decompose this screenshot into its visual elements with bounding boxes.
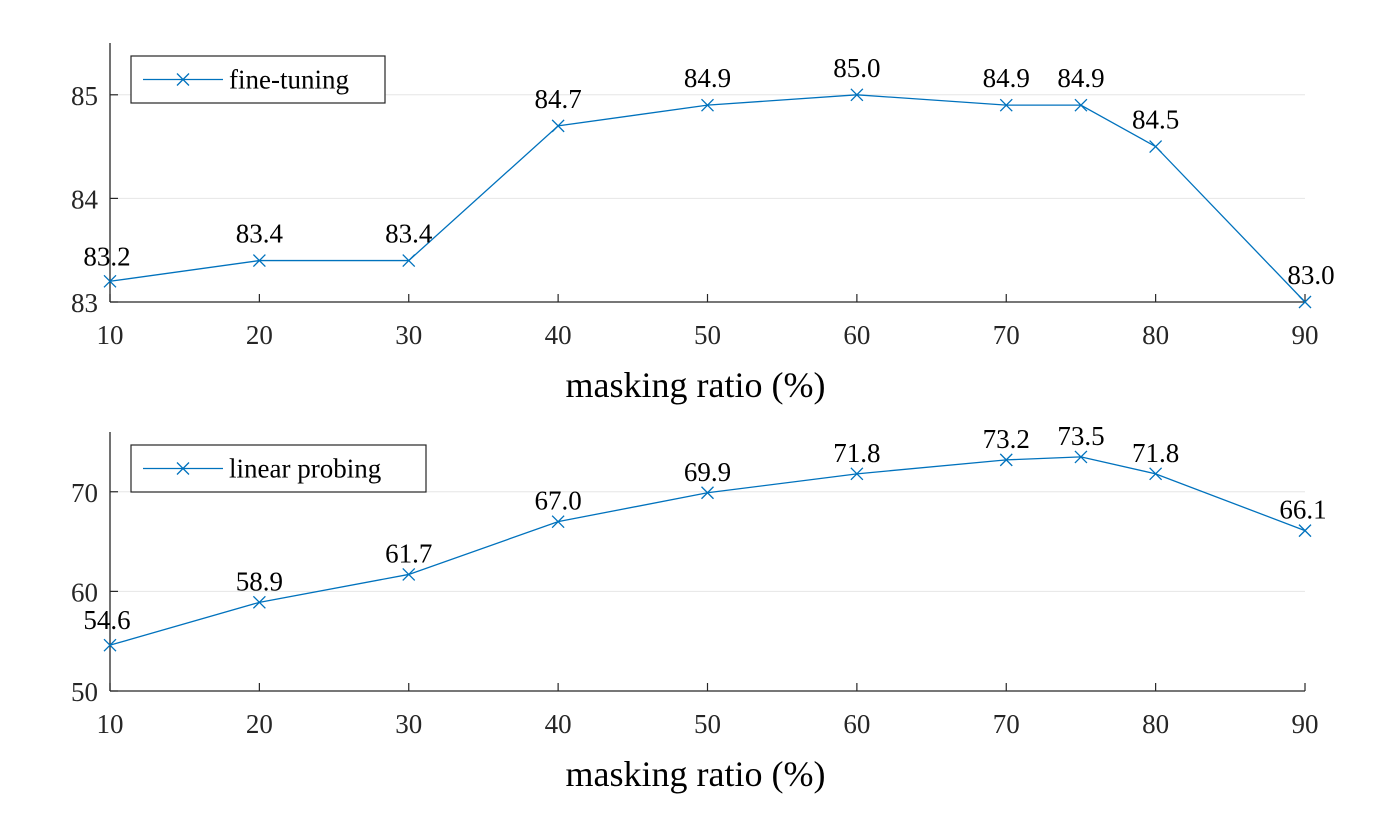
legend-label: fine-tuning — [229, 65, 349, 95]
data-label: 84.7 — [535, 84, 582, 114]
data-point-marker — [1298, 295, 1312, 309]
y-tick-label: 83 — [71, 288, 98, 318]
data-label: 61.7 — [385, 538, 432, 568]
x-tick-label: 30 — [395, 320, 422, 350]
y-tick-labels: 83 84 85 — [71, 81, 99, 318]
data-label: 83.0 — [1287, 260, 1334, 290]
data-label: 58.9 — [236, 566, 283, 596]
series-line — [109, 456, 1306, 646]
data-point-marker — [402, 567, 416, 581]
x-axis-title: masking ratio (%) — [566, 754, 826, 794]
x-tick-label: 90 — [1292, 320, 1319, 350]
data-point-marker — [103, 638, 117, 652]
data-point-marker — [252, 595, 266, 609]
x-tick-label: 80 — [1142, 320, 1169, 350]
data-label: 84.9 — [983, 63, 1030, 93]
data-label: 83.4 — [236, 219, 284, 249]
fine-tuning-chart: 10 20 30 40 50 60 70 80 90 83 84 85 83.2 83.4 83.4 84… — [71, 43, 1335, 405]
data-label: 83.4 — [385, 219, 433, 249]
x-axis-title: masking ratio (%) — [566, 365, 826, 405]
series — [103, 88, 1312, 309]
data-label: 84.9 — [684, 63, 731, 93]
data-point-marker — [551, 515, 565, 529]
y-tick-label: 84 — [71, 184, 99, 214]
data-point-marker — [1074, 450, 1088, 464]
data-point-marker — [850, 88, 864, 102]
data-point-marker — [701, 486, 714, 500]
axes — [109, 432, 1306, 692]
axes — [109, 43, 1306, 303]
data-label: 73.5 — [1057, 421, 1104, 451]
data-label: 84.9 — [1057, 63, 1104, 93]
x-tick-label: 10 — [97, 320, 124, 350]
data-labels: 54.6 58.9 61.7 67.0 69.9 71.8 73.2 73.5 71.8 66.1 — [83, 421, 1326, 635]
y-tick-label: 85 — [71, 81, 98, 111]
x-tick-label: 40 — [545, 320, 572, 350]
data-label: 54.6 — [83, 605, 130, 635]
data-label: 69.9 — [684, 457, 731, 487]
data-point-marker — [252, 254, 266, 268]
data-label: 67.0 — [535, 486, 582, 516]
legend: fine-tuning — [130, 55, 386, 104]
y-tick-labels: 50 60 70 — [71, 478, 98, 707]
data-point-marker — [1074, 98, 1088, 112]
x-tick-labels: 10 20 30 40 50 60 70 80 90 — [97, 709, 1319, 739]
data-point-marker — [551, 119, 565, 133]
x-tick-label: 10 — [97, 709, 124, 739]
data-label: 71.8 — [1132, 438, 1179, 468]
data-label: 84.5 — [1132, 105, 1179, 135]
data-point-marker — [103, 274, 117, 288]
x-tick-label: 90 — [1292, 709, 1319, 739]
data-point-marker — [1149, 140, 1163, 154]
y-tick-label: 50 — [71, 677, 98, 707]
linear-probing-chart: 10 20 30 40 50 60 70 80 90 50 60 70 54.6 58.9 61.7 67… — [71, 421, 1327, 794]
data-label: 73.2 — [983, 424, 1030, 454]
legend-label: linear probing — [229, 454, 381, 484]
data-label: 66.1 — [1279, 495, 1326, 525]
x-tick-label: 30 — [395, 709, 422, 739]
series — [103, 450, 1312, 652]
x-tick-label: 80 — [1142, 709, 1169, 739]
data-label: 83.2 — [83, 241, 130, 271]
x-tick-label: 70 — [993, 709, 1020, 739]
legend-marker-icon — [176, 73, 190, 86]
data-point-marker — [1149, 467, 1163, 481]
y-tick-label: 70 — [71, 478, 98, 508]
x-tick-labels: 10 20 30 40 50 60 70 80 90 — [97, 320, 1319, 350]
data-label: 71.8 — [833, 438, 880, 468]
x-tick-label: 50 — [694, 709, 721, 739]
data-label: 85.0 — [833, 53, 880, 83]
series-line — [109, 94, 1306, 303]
data-point-marker — [999, 98, 1013, 112]
x-tick-label: 60 — [843, 320, 870, 350]
x-tick-label: 60 — [843, 709, 870, 739]
legend: linear probing — [130, 444, 427, 493]
data-point-marker — [999, 453, 1013, 467]
data-labels: 83.2 83.4 83.4 84.7 84.9 85.0 84.9 84.9 84.5 83.0 — [83, 53, 1334, 290]
x-tick-label: 40 — [545, 709, 572, 739]
data-point-marker — [701, 98, 714, 112]
x-tick-label: 20 — [246, 320, 273, 350]
data-point-marker — [850, 467, 864, 481]
x-tick-label: 20 — [246, 709, 273, 739]
legend-marker-icon — [176, 462, 190, 475]
data-point-marker — [402, 254, 416, 268]
x-tick-label: 50 — [694, 320, 721, 350]
x-tick-label: 70 — [993, 320, 1020, 350]
data-point-marker — [1298, 524, 1312, 538]
y-tick-label: 60 — [71, 577, 98, 607]
